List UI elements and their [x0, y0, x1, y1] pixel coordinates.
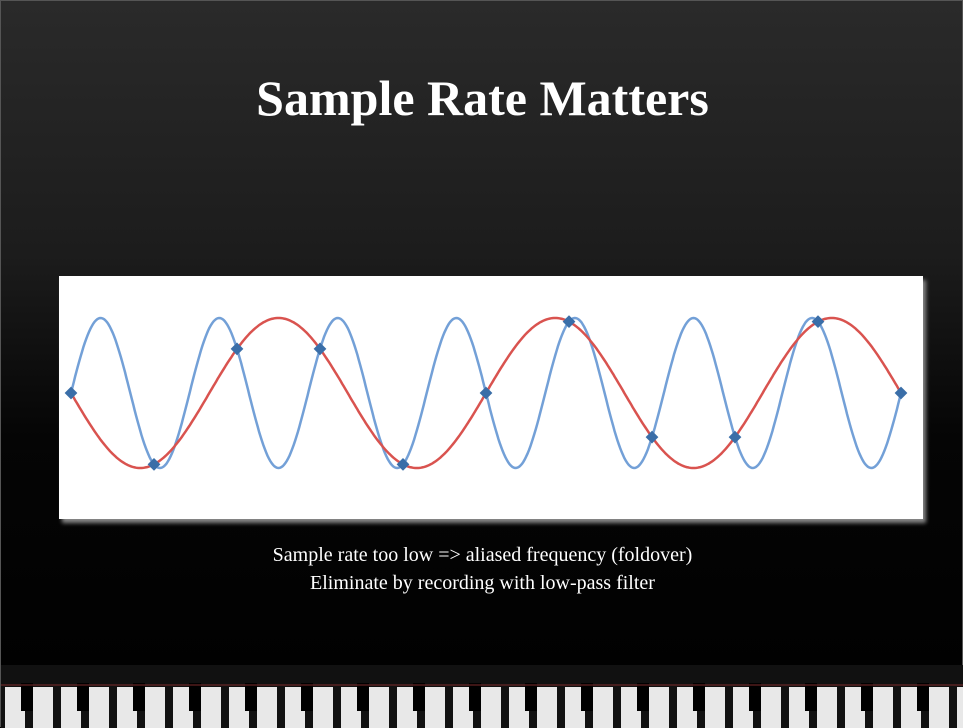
black-key	[413, 683, 425, 711]
white-key	[173, 687, 193, 728]
waveform-figure	[59, 276, 923, 519]
black-key	[581, 683, 593, 711]
white-key	[705, 687, 725, 728]
white-key	[425, 687, 445, 728]
piano-keys	[1, 665, 963, 728]
white-key	[789, 687, 809, 728]
white-key	[313, 687, 333, 728]
white-key	[341, 687, 361, 728]
white-key	[145, 687, 165, 728]
black-key	[637, 683, 649, 711]
white-key	[537, 687, 557, 728]
sample-point	[479, 386, 493, 400]
white-key	[453, 687, 473, 728]
sample-point	[230, 342, 244, 356]
white-key	[481, 687, 501, 728]
caption-line: Eliminate by recording with low-pass fil…	[310, 572, 655, 594]
black-key	[357, 683, 369, 711]
black-key	[189, 683, 201, 711]
white-key	[285, 687, 305, 728]
white-key	[873, 687, 893, 728]
slide-title: Sample Rate Matters	[256, 70, 709, 126]
sample-point	[396, 457, 410, 471]
white-key	[89, 687, 109, 728]
white-key	[397, 687, 417, 728]
white-key	[117, 687, 137, 728]
black-key	[525, 683, 537, 711]
black-key	[77, 683, 89, 711]
white-key	[33, 687, 53, 728]
black-key	[301, 683, 313, 711]
white-key	[201, 687, 221, 728]
white-key	[677, 687, 697, 728]
black-key	[133, 683, 145, 711]
white-key	[593, 687, 613, 728]
white-key	[733, 687, 753, 728]
white-key	[509, 687, 529, 728]
white-key	[761, 687, 781, 728]
sample-point	[64, 386, 78, 400]
white-key	[257, 687, 277, 728]
white-key	[845, 687, 865, 728]
black-key	[245, 683, 257, 711]
white-key	[61, 687, 81, 728]
sample-point	[313, 342, 327, 356]
black-key	[693, 683, 705, 711]
white-key	[901, 687, 921, 728]
sample-point	[894, 386, 908, 400]
white-key	[649, 687, 669, 728]
white-key	[229, 687, 249, 728]
white-key	[929, 687, 949, 728]
caption-line: Sample rate too low => aliased frequency…	[272, 544, 693, 566]
white-key	[565, 687, 585, 728]
black-key	[749, 683, 761, 711]
white-key	[369, 687, 389, 728]
black-key	[21, 683, 33, 711]
white-key	[5, 687, 25, 728]
black-key	[917, 683, 929, 711]
white-key	[817, 687, 837, 728]
black-key	[469, 683, 481, 711]
black-key	[805, 683, 817, 711]
black-key	[861, 683, 873, 711]
white-key	[957, 687, 963, 728]
white-key	[621, 687, 641, 728]
